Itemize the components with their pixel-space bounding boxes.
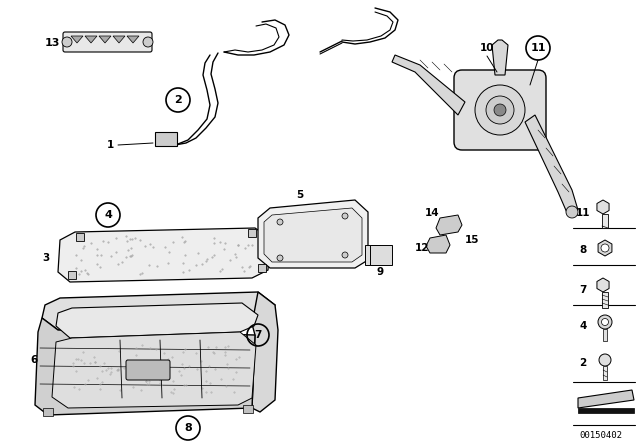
Circle shape <box>599 354 611 366</box>
Bar <box>365 245 380 265</box>
Bar <box>602 214 608 228</box>
Text: 10: 10 <box>480 43 494 53</box>
FancyBboxPatch shape <box>126 360 170 380</box>
Text: 4: 4 <box>104 210 112 220</box>
Text: 7: 7 <box>579 285 587 295</box>
FancyBboxPatch shape <box>454 70 546 150</box>
Circle shape <box>342 213 348 219</box>
Polygon shape <box>85 36 97 43</box>
Bar <box>68 271 76 279</box>
Bar <box>76 233 84 241</box>
Circle shape <box>601 244 609 252</box>
Circle shape <box>494 104 506 116</box>
Polygon shape <box>597 200 609 214</box>
Polygon shape <box>525 115 578 215</box>
Polygon shape <box>578 408 634 413</box>
Polygon shape <box>71 36 83 43</box>
Bar <box>602 292 608 308</box>
Text: 6: 6 <box>30 355 38 365</box>
Polygon shape <box>56 303 258 338</box>
Bar <box>258 264 266 272</box>
Bar <box>248 229 256 237</box>
Circle shape <box>598 315 612 329</box>
Bar <box>370 245 392 265</box>
Text: 13: 13 <box>44 38 60 48</box>
Polygon shape <box>58 228 270 282</box>
Polygon shape <box>252 292 278 412</box>
Text: 14: 14 <box>425 208 439 218</box>
Text: 5: 5 <box>296 190 303 200</box>
Circle shape <box>277 219 283 225</box>
Text: 9: 9 <box>376 267 383 277</box>
Text: 11: 11 <box>576 208 590 218</box>
Polygon shape <box>598 240 612 256</box>
Circle shape <box>143 37 153 47</box>
Text: 2: 2 <box>174 95 182 105</box>
Polygon shape <box>578 390 634 408</box>
Polygon shape <box>426 235 450 253</box>
Text: 00150402: 00150402 <box>579 431 623 439</box>
Circle shape <box>566 206 578 218</box>
Text: 8: 8 <box>184 423 192 433</box>
Polygon shape <box>52 332 256 408</box>
Circle shape <box>62 37 72 47</box>
Bar <box>603 329 607 341</box>
Polygon shape <box>42 292 275 330</box>
Text: 8: 8 <box>579 245 587 255</box>
Polygon shape <box>392 55 465 115</box>
Polygon shape <box>264 208 362 262</box>
Circle shape <box>342 252 348 258</box>
Polygon shape <box>597 278 609 292</box>
Circle shape <box>475 85 525 135</box>
Polygon shape <box>35 318 255 415</box>
Text: 15: 15 <box>465 235 479 245</box>
Circle shape <box>602 319 609 326</box>
Text: 1: 1 <box>106 140 114 150</box>
Circle shape <box>277 255 283 261</box>
Polygon shape <box>258 200 368 268</box>
Bar <box>603 366 607 380</box>
Polygon shape <box>99 36 111 43</box>
Text: 12: 12 <box>415 243 429 253</box>
Polygon shape <box>492 40 508 75</box>
Polygon shape <box>127 36 139 43</box>
Text: 7: 7 <box>254 330 262 340</box>
Polygon shape <box>113 36 125 43</box>
Bar <box>155 132 177 146</box>
Circle shape <box>486 96 514 124</box>
Text: 3: 3 <box>42 253 50 263</box>
Bar <box>243 405 253 413</box>
Polygon shape <box>436 215 462 235</box>
Text: 11: 11 <box>531 43 546 53</box>
Text: 4: 4 <box>579 321 587 331</box>
FancyBboxPatch shape <box>63 32 152 52</box>
Text: 2: 2 <box>579 358 587 368</box>
Bar <box>43 408 53 416</box>
